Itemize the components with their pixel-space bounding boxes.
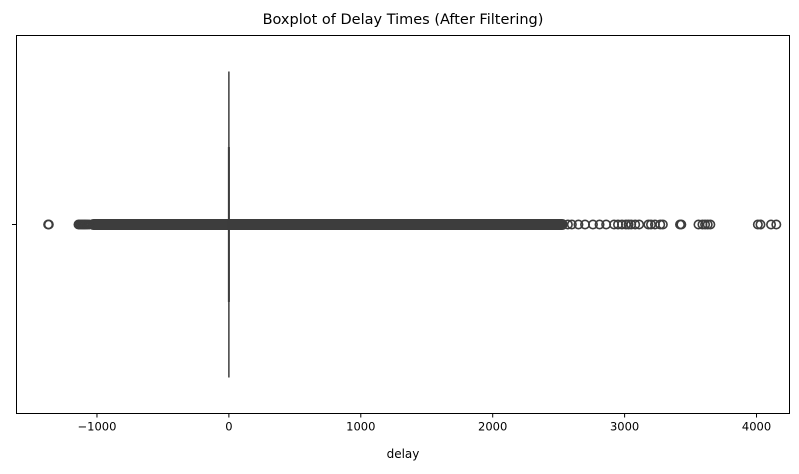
outlier-point — [693, 219, 704, 230]
outlier-point — [676, 219, 687, 230]
x-axis-label: delay — [387, 447, 420, 461]
x-axis-ticks: −1000 0 1000 2000 3000 4000 — [78, 413, 771, 434]
x-tick-label: −1000 — [78, 420, 117, 434]
outlier-point — [771, 219, 782, 230]
outlier-point — [616, 219, 627, 230]
outlier-point — [634, 219, 645, 230]
outlier-band-fill — [89, 220, 567, 229]
outlier-point — [645, 219, 656, 230]
chart-title: Boxplot of Delay Times (After Filtering) — [263, 12, 544, 28]
outlier-point — [705, 219, 716, 230]
outlier-point — [43, 219, 54, 230]
outlier-point — [630, 219, 641, 230]
x-tick-label: 3000 — [610, 420, 639, 434]
outlier-point — [84, 219, 95, 230]
x-tick-label: 2000 — [478, 420, 507, 434]
outlier-point — [755, 219, 766, 230]
outlier-point — [566, 219, 577, 230]
outlier-point — [573, 219, 584, 230]
outlier-point — [562, 219, 573, 230]
outlier-point — [657, 219, 668, 230]
outlier-point — [587, 219, 598, 230]
x-tick-label: 4000 — [742, 420, 771, 434]
x-tick-label: 0 — [225, 420, 232, 434]
outlier-point — [594, 219, 605, 230]
chart-marks — [43, 71, 782, 378]
x-tick-label: 1000 — [346, 420, 375, 434]
outlier-point — [766, 219, 777, 230]
